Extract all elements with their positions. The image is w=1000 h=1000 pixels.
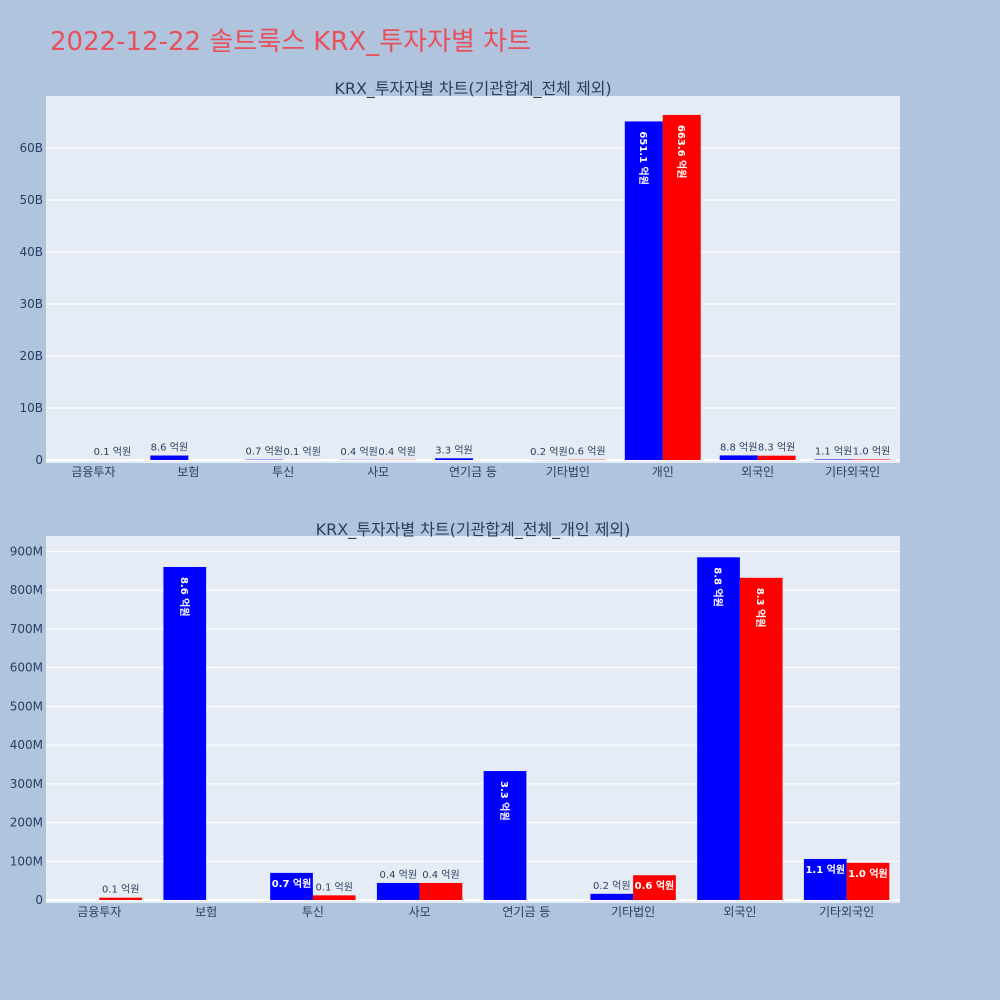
- bar: [739, 577, 783, 900]
- bar: [419, 882, 463, 900]
- x-tick-label: 기타외국인: [825, 465, 880, 479]
- data-label: 3.3 억원: [435, 444, 472, 456]
- bar: [757, 455, 796, 460]
- bar: [697, 557, 740, 900]
- chart-title: KRX_투자자별 차트(기관합계_전체 제외): [334, 79, 611, 99]
- data-label: 0.1 억원: [94, 446, 131, 458]
- data-label: 0.1 억원: [315, 881, 352, 893]
- y-tick-label: 800M: [10, 583, 43, 597]
- data-label: 0.1 억원: [102, 884, 139, 896]
- x-tick-label: 투신: [302, 905, 324, 919]
- x-tick-label: 기타법인: [611, 905, 655, 919]
- data-label: 663.6 억원: [675, 125, 688, 179]
- data-label: 3.3 억원: [498, 781, 511, 821]
- bar: [590, 893, 634, 900]
- bar: [662, 114, 701, 460]
- y-tick-label: 30B: [19, 297, 43, 311]
- data-label: 0.4 억원: [340, 446, 377, 458]
- x-tick-label: 기타외국인: [819, 905, 874, 919]
- data-label: 8.8 억원: [712, 567, 725, 607]
- data-label: 0.2 억원: [530, 446, 567, 458]
- x-tick-label: 외국인: [741, 465, 774, 479]
- x-tick-label: 보험: [177, 465, 199, 479]
- x-tick-label: 기타법인: [546, 465, 590, 479]
- bar: [150, 455, 189, 460]
- x-tick-label: 개인: [652, 465, 674, 479]
- x-tick-label: 연기금 등: [449, 465, 497, 479]
- data-label: 0.7 억원: [246, 446, 283, 458]
- x-tick-label: 외국인: [723, 905, 756, 919]
- x-tick-label: 사모: [367, 465, 389, 479]
- bar: [852, 459, 891, 460]
- x-tick-label: 투신: [272, 465, 294, 479]
- y-tick-label: 100M: [10, 854, 43, 868]
- data-label: 0.7 억원: [272, 877, 312, 890]
- data-label: 1.0 억원: [853, 445, 890, 457]
- data-label: 0.4 억원: [378, 446, 415, 458]
- data-label: 1.0 억원: [848, 867, 888, 880]
- y-tick-label: 300M: [10, 777, 43, 791]
- data-label: 0.6 억원: [568, 446, 605, 458]
- bar: [633, 875, 676, 900]
- bar: [814, 459, 853, 460]
- bar: [163, 566, 207, 900]
- bar: [270, 872, 313, 900]
- page-title: 2022-12-22 솔트룩스 KRX_투자자별 차트: [50, 27, 531, 57]
- data-label: 8.3 억원: [758, 442, 795, 454]
- x-tick-label: 사모: [409, 905, 431, 919]
- y-tick-label: 600M: [10, 661, 43, 675]
- chart-top: KRX_투자자별 차트(기관합계_전체 제외) 0 10B 20B 30B 40B 50B 6…: [19, 79, 900, 479]
- chart-title: KRX_투자자별 차트(기관합계_전체_개인 제외): [316, 520, 631, 540]
- bar: [376, 882, 420, 900]
- data-label: 0.6 억원: [635, 879, 675, 892]
- y-tick-label: 500M: [10, 699, 43, 713]
- data-label: 1.1 억원: [815, 445, 852, 457]
- bar: [719, 455, 758, 460]
- bar: [624, 121, 663, 460]
- data-label: 0.1 억원: [283, 446, 320, 458]
- data-label: 8.3 억원: [754, 588, 767, 628]
- bar: [803, 858, 847, 900]
- x-tick-label: 금융투자: [71, 465, 115, 479]
- y-tick-label: 10B: [19, 401, 43, 415]
- data-label: 0.2 억원: [593, 880, 630, 892]
- y-tick-label: 20B: [19, 349, 43, 363]
- y-tick-label: 0: [35, 453, 43, 467]
- y-tick-label: 200M: [10, 816, 43, 830]
- bar: [483, 771, 527, 900]
- data-label: 0.4 억원: [380, 869, 417, 881]
- data-label: 651.1 억원: [637, 131, 650, 185]
- y-tick-label: 900M: [10, 544, 43, 558]
- y-tick-label: 400M: [10, 738, 43, 752]
- data-label: 8.8 억원: [720, 441, 757, 453]
- y-tick-label: 700M: [10, 622, 43, 636]
- y-tick-label: 0: [35, 893, 43, 907]
- y-tick-label: 50B: [19, 193, 43, 207]
- bar: [435, 458, 473, 460]
- data-label: 1.1 억원: [805, 863, 845, 876]
- plot-area: [46, 96, 900, 463]
- bar: [99, 897, 143, 900]
- x-tick-label: 금융투자: [77, 905, 121, 919]
- data-label: 8.6 억원: [178, 577, 191, 617]
- y-tick-label: 60B: [19, 141, 43, 155]
- x-tick-label: 보험: [195, 905, 217, 919]
- bar: [312, 895, 356, 900]
- chart-bottom: KRX_투자자별 차트(기관합계_전체_개인 제외) 0 100M 200M 300M 4…: [10, 520, 900, 919]
- y-tick-label: 40B: [19, 245, 43, 259]
- x-tick-label: 연기금 등: [502, 905, 550, 919]
- bar: [846, 862, 890, 900]
- data-label: 0.4 억원: [422, 869, 459, 881]
- data-label: 8.6 억원: [151, 442, 188, 454]
